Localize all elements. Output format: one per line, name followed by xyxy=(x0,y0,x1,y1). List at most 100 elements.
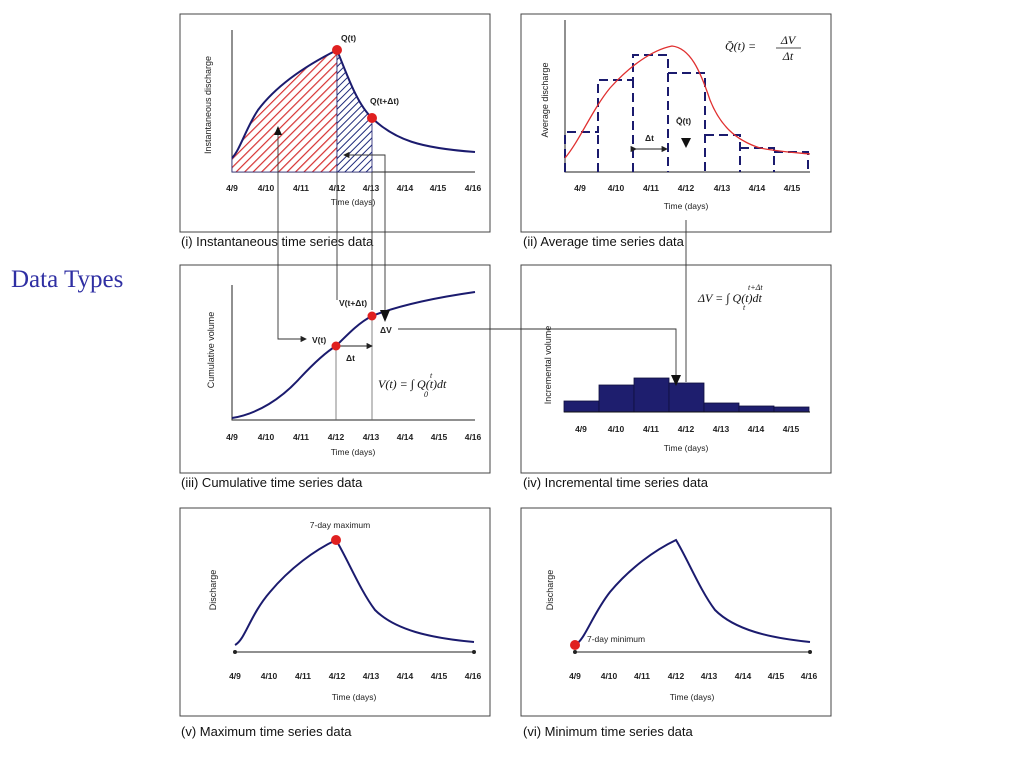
panel-cumulative: Cumulative volume Δt V(t) V(t+Δt) ΔV V(t… xyxy=(179,264,491,490)
formula-numerator: ΔV xyxy=(780,33,797,47)
x-axis-label: Time (days) xyxy=(664,201,709,211)
formula-upper-limit: t+Δt xyxy=(748,283,763,292)
tick-label: 4/15 xyxy=(768,671,785,681)
y-axis-label: Discharge xyxy=(208,570,218,611)
tick-label: 4/14 xyxy=(749,183,766,193)
maximum-point xyxy=(331,535,341,545)
tick-label: 4/11 xyxy=(293,432,309,442)
panel-connectors xyxy=(274,126,687,386)
x-axis-label: Time (days) xyxy=(331,447,376,457)
formula-lower-limit: t xyxy=(743,303,746,312)
connector-dv xyxy=(372,154,386,318)
connector-dv-arrow xyxy=(380,310,390,322)
panel-frame xyxy=(520,507,832,717)
tick-label: 4/11 xyxy=(295,671,311,681)
tick-label: 4/16 xyxy=(465,183,482,193)
bar-4-13 xyxy=(703,402,740,413)
tick-label: 4/10 xyxy=(608,183,625,193)
period-end-dot xyxy=(808,650,812,654)
tick-label: 4/9 xyxy=(226,432,238,442)
caption: (iv) Incremental time series data xyxy=(523,475,709,490)
tick-label: 4/10 xyxy=(608,424,625,434)
dt-label: Δt xyxy=(346,353,355,363)
point-v-t xyxy=(331,341,341,351)
x-tick-labels: 4/9 4/10 4/11 4/12 4/13 4/14 4/15 xyxy=(574,183,800,193)
tick-label: 4/16 xyxy=(465,432,482,442)
x-axis-label: Time (days) xyxy=(332,692,377,702)
tick-label: 4/11 xyxy=(643,183,659,193)
label-q-t-dt: Q(t+Δt) xyxy=(370,96,399,106)
dt-label: Δt xyxy=(645,133,654,143)
formula-denominator: Δt xyxy=(782,49,794,63)
y-axis-label: Incremental volume xyxy=(543,326,553,405)
formula-upper-limit: t xyxy=(430,371,433,380)
tick-label: 4/15 xyxy=(431,671,448,681)
period-start-dot xyxy=(233,650,237,654)
x-tick-labels: 4/9 4/10 4/11 4/12 4/13 4/14 4/15 4/16 xyxy=(569,671,817,681)
tick-label: 4/16 xyxy=(465,671,482,681)
x-tick-labels: 4/9 4/10 4/11 4/12 4/13 4/14 4/15 4/16 xyxy=(226,432,481,442)
bar-4-9 xyxy=(563,400,600,413)
panel-frame xyxy=(520,13,832,233)
tick-label: 4/10 xyxy=(258,183,275,193)
period-start-dot xyxy=(573,650,577,654)
slide-title: Data Types xyxy=(11,266,124,293)
tick-label: 4/14 xyxy=(397,671,414,681)
connector-dv-to-incremental xyxy=(398,328,677,382)
y-axis-label: Instantaneous discharge xyxy=(203,56,213,154)
tick-label: 4/14 xyxy=(735,671,752,681)
tick-label: 4/12 xyxy=(328,432,345,442)
tick-label: 4/10 xyxy=(261,671,278,681)
formula-lower-limit: 0 xyxy=(424,390,428,399)
tick-label: 4/11 xyxy=(634,671,650,681)
panel-average: Average discharge Q̄(t) = ΔV Δt Δt Q̄(t)… xyxy=(520,13,832,249)
tick-label: 4/13 xyxy=(363,671,380,681)
bar-4-10 xyxy=(598,384,635,413)
tick-label: 4/15 xyxy=(431,432,448,442)
x-tick-labels: 4/9 4/10 4/11 4/12 4/13 4/14 4/15 4/16 xyxy=(229,671,481,681)
y-axis-label: Cumulative volume xyxy=(206,312,216,389)
qbar-label: Q̄(t) xyxy=(676,116,691,126)
caption: (ii) Average time series data xyxy=(523,234,685,249)
y-axis-label: Discharge xyxy=(545,570,555,611)
tick-label: 4/15 xyxy=(430,183,447,193)
label-q-t: Q(t) xyxy=(341,33,356,43)
tick-label: 4/12 xyxy=(678,183,695,193)
period-end-dot xyxy=(472,650,476,654)
tick-label: 4/12 xyxy=(668,671,685,681)
discharge-curve xyxy=(574,538,811,646)
x-axis-label: Time (days) xyxy=(670,692,715,702)
caption: (vi) Minimum time series data xyxy=(523,724,694,739)
formula-qbar-lhs: Q̄(t) = xyxy=(725,39,756,53)
qbar-pointer xyxy=(681,138,691,148)
x-axis-label: Time (days) xyxy=(664,443,709,453)
tick-label: 4/11 xyxy=(643,424,659,434)
label-v-t-dt: V(t+Δt) xyxy=(339,298,367,308)
formula-incremental: ΔV = ∫ Q(t)dt xyxy=(697,291,763,305)
tick-label: 4/9 xyxy=(229,671,241,681)
tick-label: 4/10 xyxy=(258,432,275,442)
marker-label: 7-day maximum xyxy=(310,520,370,530)
bar-4-14 xyxy=(738,405,775,413)
tick-label: 4/9 xyxy=(575,424,587,434)
formula-cumulative: V(t) = ∫ Q(t)dt xyxy=(378,377,447,391)
caption: (iii) Cumulative time series data xyxy=(181,475,363,490)
tick-label: 4/15 xyxy=(784,183,801,193)
tick-label: 4/14 xyxy=(397,183,414,193)
tick-label: 4/13 xyxy=(713,424,730,434)
tick-label: 4/13 xyxy=(701,671,718,681)
incremental-bars xyxy=(563,377,810,413)
tick-label: 4/9 xyxy=(226,183,238,193)
minimum-point xyxy=(570,640,580,650)
tick-label: 4/11 xyxy=(293,183,309,193)
label-dv: ΔV xyxy=(380,325,392,335)
bar-4-11 xyxy=(633,377,670,413)
tick-label: 4/13 xyxy=(363,183,380,193)
connector-area-to-v-t xyxy=(277,130,307,343)
x-tick-labels: 4/9 4/10 4/11 4/12 4/13 4/14 4/15 xyxy=(575,424,799,434)
axes xyxy=(231,285,475,421)
caption: (i) Instantaneous time series data xyxy=(181,234,374,249)
panel-instantaneous: Instantaneous discharge Q(t) Q(t+Δt) 4/9… xyxy=(179,13,491,249)
bar-4-15 xyxy=(773,406,810,413)
label-v-t: V(t) xyxy=(312,335,326,345)
